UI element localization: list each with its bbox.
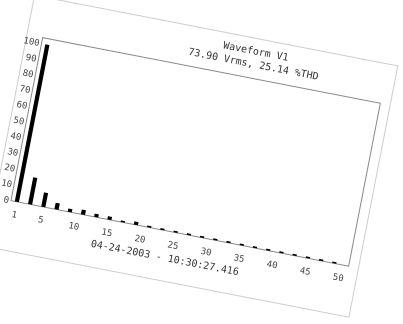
harmonic-bar xyxy=(199,235,205,239)
y-tick-label: 10 xyxy=(0,179,13,191)
y-tick-label: 70 xyxy=(19,84,32,96)
harmonic-bar xyxy=(94,213,99,218)
harmonic-bar xyxy=(318,258,324,262)
bars-group xyxy=(14,44,337,264)
x-tick-label: 50 xyxy=(332,272,345,284)
x-tick-label: 45 xyxy=(299,266,312,278)
harmonic-bar xyxy=(41,192,49,208)
plot-frame xyxy=(10,37,381,267)
harmonic-bar xyxy=(147,225,152,228)
y-tick-label: 0 xyxy=(3,195,10,206)
harmonic-bar xyxy=(332,261,337,264)
harmonic-bar xyxy=(28,177,38,205)
x-tick-label: 30 xyxy=(200,247,213,259)
harmonic-bar xyxy=(54,202,60,210)
harmonic-bar xyxy=(305,256,311,259)
harmonic-bar xyxy=(292,253,297,257)
y-tick-label: 90 xyxy=(25,53,38,65)
x-tick-label: 25 xyxy=(167,240,180,252)
harmonic-bar xyxy=(80,209,86,215)
x-tick-label: 15 xyxy=(100,228,113,240)
harmonic-bar xyxy=(160,228,165,231)
harmonic-bar xyxy=(266,248,271,251)
y-tick-label: 30 xyxy=(6,147,19,159)
x-tick-label: 20 xyxy=(134,234,147,246)
harmonic-bar xyxy=(213,238,218,241)
harmonic-bar xyxy=(133,221,139,226)
harmonic-bar xyxy=(186,233,192,236)
x-tick-label: 35 xyxy=(233,253,246,265)
harmonic-bar xyxy=(107,216,113,221)
harmonic-bar xyxy=(226,240,231,244)
y-axis-ticks: 0 10 20 30 40 50 60 70 80 90 100 xyxy=(0,36,40,206)
x-tick-label: 5 xyxy=(37,215,44,226)
y-tick-label: 100 xyxy=(22,36,40,49)
x-tick-label: 1 xyxy=(11,210,18,221)
y-tick-label: 80 xyxy=(22,69,35,81)
harmonic-bar xyxy=(252,246,258,249)
harmonic-bar xyxy=(239,243,244,246)
harmonic-bar xyxy=(173,230,178,233)
x-tick-label: 10 xyxy=(67,221,80,233)
y-tick-label: 40 xyxy=(9,131,22,143)
y-tick-label: 20 xyxy=(3,163,16,175)
y-tick-label: 50 xyxy=(12,116,25,128)
harmonic-bar xyxy=(120,220,125,223)
harmonic-bar xyxy=(279,251,284,254)
screen-background xyxy=(0,0,399,318)
y-tick-label: 60 xyxy=(16,100,29,112)
harmonic-bar xyxy=(14,44,50,203)
harmonic-bar xyxy=(67,208,73,213)
x-tick-label: 40 xyxy=(266,260,279,272)
